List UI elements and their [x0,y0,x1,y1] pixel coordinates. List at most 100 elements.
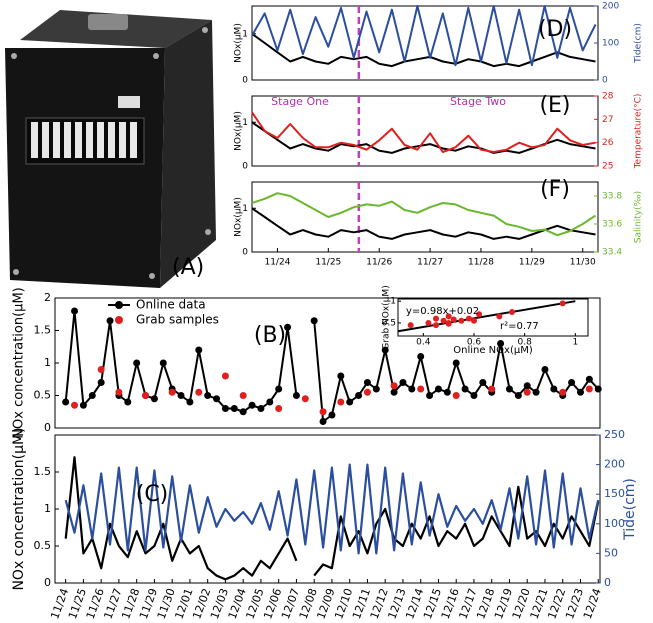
y2-tick-label: 250 [604,428,625,441]
y-tick-label: 0 [242,76,248,86]
data-point [594,385,602,393]
y2-tick-label: 100 [602,39,619,49]
data-point [319,408,327,416]
inset-annotation: y=0.98x+0.02 [406,306,479,317]
inset-x-tick-label: 0.6 [467,338,482,348]
data-point [301,395,309,403]
data-point [71,307,79,315]
sticker [118,96,140,108]
data-point [62,398,70,406]
y2-tick-label: 26 [602,138,614,148]
data-point [142,392,150,399]
panel-label: (E) [539,93,570,118]
data-point [159,359,167,367]
data-point [346,398,354,406]
annotation: Stage One [271,95,329,108]
inset-point [445,320,452,327]
y-axis-label: NOx(μM) [234,197,244,237]
y-tick-label: 2 [44,291,51,304]
data-point [452,359,460,367]
y2-axis-label: Salinity(‰) [634,191,644,243]
inset-point [476,311,483,318]
y-tick-label: 0.5 [34,539,52,552]
data-point [284,323,292,331]
data-point [150,395,158,403]
data-point [319,418,327,425]
data-point [328,411,336,419]
data-point [257,405,265,412]
data-point [275,385,283,393]
data-point [559,388,567,396]
data-point [177,392,185,399]
inset-point [471,317,477,324]
tubes [31,122,137,158]
data-point [363,388,371,396]
y-axis-label: NOx concentration(μM) [12,287,27,438]
y2-axis-label: Tide(cm) [634,23,644,64]
inset-point [440,317,447,324]
y-tick-label: 0 [44,576,51,589]
x-tick-label: 11/24 [264,258,290,268]
y-tick-label: 0 [242,248,248,258]
data-point [523,382,531,390]
y-tick-label: 1 [242,118,248,128]
y-tick-label: 1 [242,29,248,39]
y2-tick-label: 27 [602,115,613,125]
data-point [230,405,238,412]
data-point [195,346,203,354]
y2-tick-label: 28 [602,92,614,102]
data-point [390,388,398,396]
y2-axis-label: Temperature(°C) [634,94,644,170]
data-point [372,385,380,393]
data-point [239,392,247,399]
data-point [434,385,442,393]
y-axis-label: NOx concentration(μM) [11,427,27,590]
inset-point [509,309,515,316]
legend-label: Online data [136,298,206,312]
annotation: Stage Two [450,95,506,108]
plot-frame [251,95,599,167]
plot-frame [251,181,599,253]
series-line [251,207,596,240]
fit-line [397,300,576,333]
data-point [355,392,363,399]
y-axis-label: NOx(μM) [234,111,244,151]
device-front [5,48,165,288]
data-point [186,398,194,406]
data-point [124,398,132,406]
data-point [79,401,87,409]
inset-point [496,313,503,320]
y-tick-label: 1.5 [34,465,52,478]
data-point [97,366,105,373]
data-point [585,375,593,383]
data-point [585,385,593,393]
inset-point [433,315,439,322]
data-point [417,385,425,393]
y-tick-label: 1 [44,356,51,369]
device-handle [88,14,128,30]
data-point [390,382,398,390]
data-point [576,388,584,396]
series-line [251,32,596,68]
x-tick-label: 11/28 [468,258,494,268]
data-point [497,340,505,347]
data-point [221,372,229,380]
y2-axis-label: Tide(cm) [622,478,638,541]
legend-label: Grab samples [136,313,219,327]
inset-y-tick-label: 1 [390,297,396,307]
data-point [292,392,300,399]
inset-x-label: Online NOx(μM) [453,345,533,356]
y-tick-label: 1.5 [34,324,52,337]
data-point [505,385,513,393]
inset-annotation: r²=0.77 [500,321,539,332]
series-line [251,111,596,153]
device-photo [5,10,216,288]
data-point [97,379,105,386]
inset-point [458,317,465,324]
inset-x-tick-label: 1 [572,338,578,348]
data-point [417,353,425,360]
panel-label: (C) [136,482,169,507]
data-point [550,385,558,393]
y-tick-label: 1 [242,204,248,214]
